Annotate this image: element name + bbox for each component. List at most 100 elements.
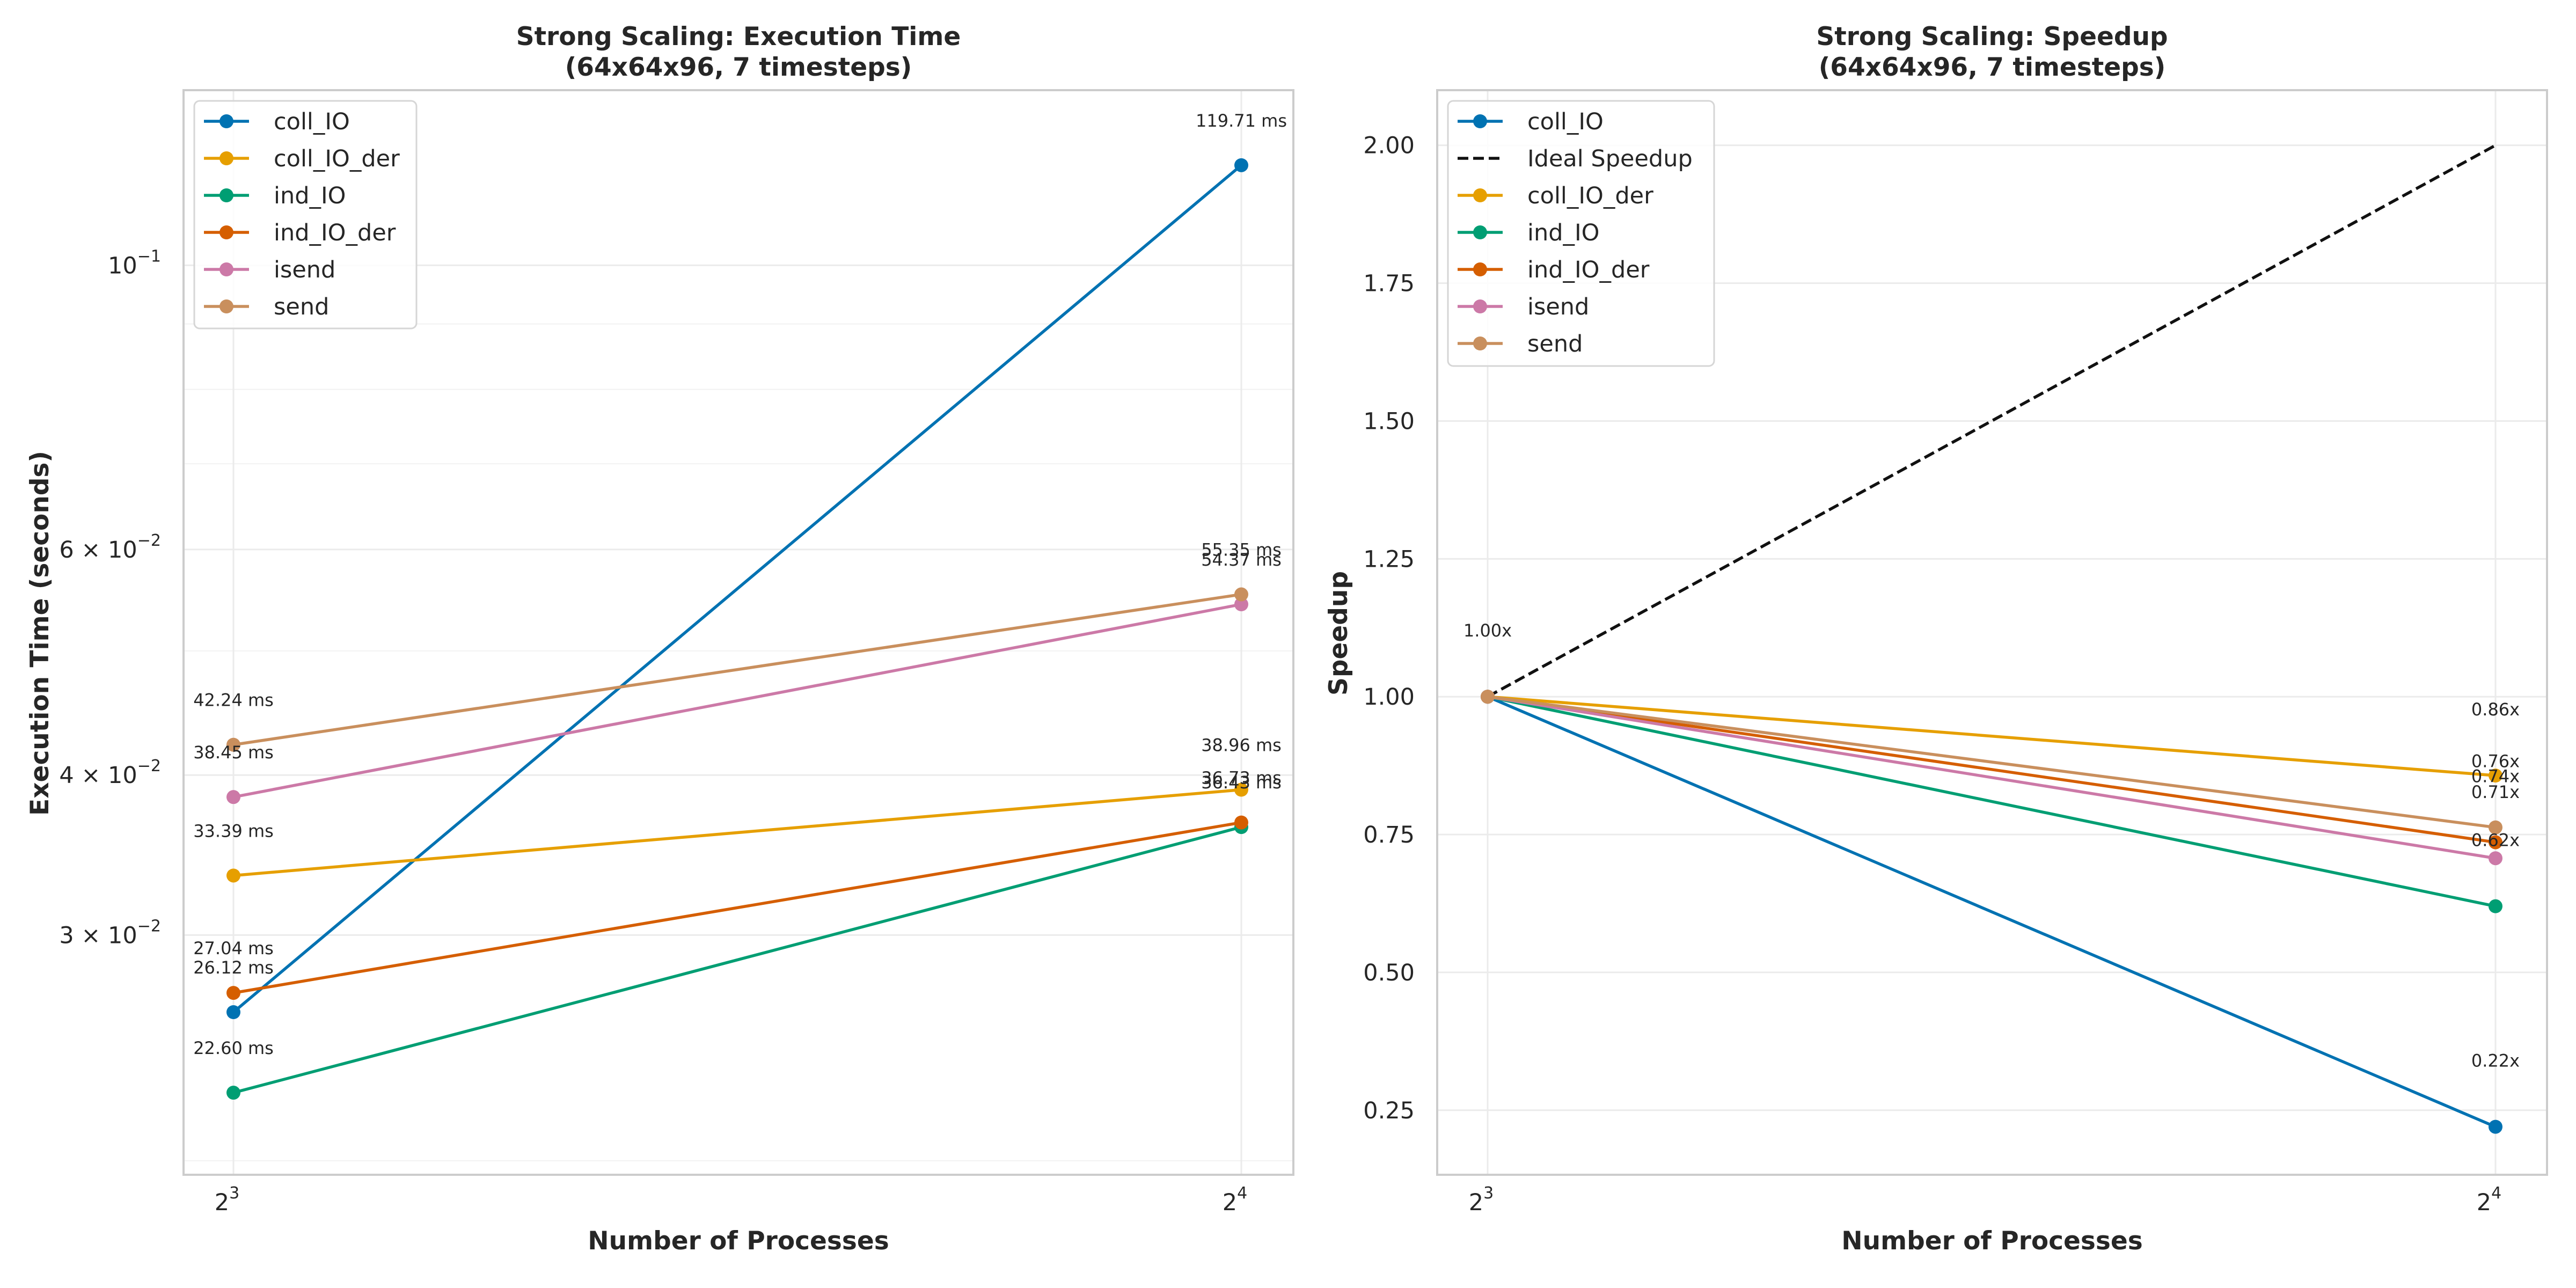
y-axis-label: Speedup [1324,571,1353,696]
data-label-ind_IO: 22.60 ms [193,1038,274,1058]
y-tick-label: 0.50 [1363,960,1415,986]
plot-frame [182,89,1294,1176]
legend-marker-coll_IO [219,114,233,128]
point-ind_IO_der [2489,835,2502,850]
y-tick-label: 1.50 [1363,408,1415,435]
legend-label-isend: isend [1527,294,1589,320]
speedup-chart: Strong Scaling: Speedup(64x64x96, 7 time… [1324,22,2548,1256]
legend-marker-coll_IO [1473,114,1487,128]
legend-label-ind_io: ind_IO [1527,219,1600,246]
legend-marker-isend [219,262,233,276]
data-label-send: 55.35 ms [1201,540,1282,560]
y-tick-label: 3 × 10−2 [59,917,161,949]
point-ind_IO [226,1086,240,1100]
data-label-start: 1.00x [1463,620,1512,641]
legend-marker-send [219,299,233,313]
chart-title: Strong Scaling: Execution Time [516,22,961,52]
series-line-coll_IO_der [233,788,1242,877]
y-tick-label: 1.25 [1363,546,1415,573]
legend-box [1447,100,1715,367]
series-line-coll_IO [1487,695,2497,1129]
data-label-coll_IO: 0.22x [2471,1051,2520,1071]
ideal-speedup-line [1487,144,2497,698]
point-coll_IO_der [1234,782,1248,797]
data-label-send: 42.24 ms [193,690,274,711]
point-isend [226,790,240,804]
legend-marker-coll_IO_der [219,151,233,165]
execution-time-chart: Strong Scaling: Execution Time(64x64x96,… [25,22,1294,1256]
series-line-isend [233,603,1242,799]
legend-label-send: send [274,294,329,320]
legend-label-send: send [1527,331,1583,357]
series-line-send [233,592,1242,747]
chart-title: (64x64x96, 7 timesteps) [565,53,912,82]
legend-label-coll_io: coll_IO [1527,108,1604,135]
legend-marker-ind_IO_der [1473,262,1487,276]
x-tick-label: 23 [215,1184,239,1216]
point-ind_IO_der [1234,815,1248,830]
legend-label-coll_IO: coll_IO [274,108,350,135]
point-isend [1234,597,1248,612]
legend-marker-ind_IO_der [219,225,233,239]
legend-marker-ind_IO [1473,225,1487,239]
point-ind_IO [2489,899,2502,913]
data-label-isend: 38.45 ms [193,742,274,763]
y-tick-label: 4 × 10−2 [59,757,161,789]
x-axis-label: Number of Processes [588,1226,889,1256]
point-coll_IO_der [226,868,240,883]
data-label-isend: 54.37 ms [1201,550,1282,570]
series-line-ind_IO [233,825,1242,1094]
point-send [1234,587,1248,602]
data-label-coll_IO: 119.71 ms [1196,111,1287,131]
legend-label-coll_IO_der: coll_IO_der [274,145,400,172]
y-tick-label: 6 × 10−2 [59,531,161,564]
y-tick-label: 1.75 [1363,270,1415,297]
y-tick-label: 0.25 [1363,1097,1415,1124]
x-tick-label: 23 [1469,1184,1494,1216]
legend-marker-ind_IO [219,188,233,202]
y-tick-label: 10−1 [108,247,161,279]
data-label-coll_IO_der: 33.39 ms [193,821,274,841]
legend-marker-isend [1473,299,1487,313]
point-coll_IO [1234,158,1248,172]
legend-marker-coll_IO_der [1473,188,1487,202]
legend-marker-send [1473,336,1487,350]
legend-label-ideal-speedup: Ideal Speedup [1527,145,1693,172]
series-line-ind_IO_der [233,821,1242,994]
legend-label-ind_IO: ind_IO [274,182,346,209]
point-coll_IO [226,1005,240,1020]
chart-title: (64x64x96, 7 timesteps) [1819,53,2165,82]
point-send [226,737,240,752]
legend-label-ind_io_der: ind_IO_der [1527,257,1650,283]
data-label-coll_IO: 26.12 ms [193,957,274,978]
data-label-ind_IO_der: 36.73 ms [1201,768,1282,788]
chart-title: Strong Scaling: Speedup [1816,22,2168,52]
data-label-ind_IO: 0.62x [2471,830,2520,851]
point-coll_IO_der [2489,769,2502,783]
series-line-ind_IO [1487,695,2496,908]
x-tick-label: 24 [2477,1184,2501,1216]
plot-frame [1436,89,2548,1176]
legend-label-coll_io_der: coll_IO_der [1527,182,1653,209]
series-line-send [1487,695,2496,829]
x-axis-label: Number of Processes [1841,1226,2142,1256]
x-tick-label: 24 [1223,1184,1247,1216]
data-label-ind_IO_der: 27.04 ms [193,938,274,958]
data-label-send: 0.76x [2471,751,2520,772]
point-coll_IO [2489,1119,2502,1134]
y-tick-label: 2.00 [1363,133,1415,159]
y-tick-label: 0.75 [1363,822,1415,848]
legend-label-isend: isend [274,257,335,283]
point-send [1481,690,1495,704]
data-label-isend: 0.71x [2471,782,2520,802]
series-line-coll_IO [232,164,1242,1014]
series-line-ind_IO_der [1487,695,2496,844]
legend-label-ind_IO_der: ind_IO_der [274,219,396,246]
series-line-isend [1487,695,2496,860]
point-send [2489,820,2502,835]
legend-box [193,100,418,330]
y-axis-label: Execution Time (seconds) [25,451,55,816]
data-label-ind_IO: 36.43 ms [1201,772,1282,793]
point-ind_IO_der [226,986,240,1000]
